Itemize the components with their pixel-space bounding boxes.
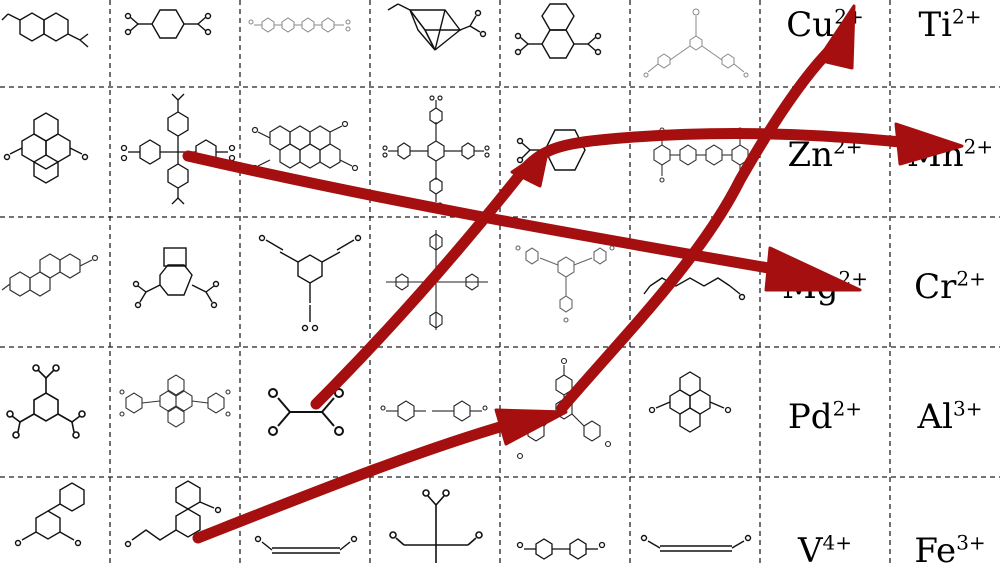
terephthalate-icon <box>124 9 212 39</box>
metal-symbol: Al <box>917 397 953 437</box>
metal-symbol: Pd <box>787 397 833 437</box>
metal-label-cr: Cr2+ <box>885 266 1000 307</box>
metal-label-al: Al3+ <box>885 396 1000 437</box>
tetrahydronaphthalene-dicarboxylate-icon <box>514 3 602 59</box>
triethynylbenzene-tricarboxylate-icon <box>258 234 362 332</box>
metal-charge: 2+ <box>833 134 863 159</box>
metal-symbol: Ti <box>918 5 953 45</box>
metal-charge: 2+ <box>832 396 863 421</box>
phenyl-biphenyl-dicarboxylate-icon <box>14 482 85 547</box>
metal-charge: 2+ <box>838 266 869 291</box>
metal-symbol: Cr <box>914 267 957 307</box>
benzocyclobutene-dicarboxylate-icon <box>132 247 220 309</box>
metal-charge: 3+ <box>952 396 983 421</box>
metal-symbol: Mn <box>906 135 964 175</box>
cubane-dicarboxylate-icon <box>387 3 487 51</box>
triaryl-tricarboxylate-icon <box>643 8 749 78</box>
metal-label-mn: Mn2+ <box>885 134 1000 175</box>
triphenylbenzene-tricarboxylate-icon <box>516 357 612 460</box>
tetra-alkynyl-tetracarboxylate-icon <box>382 95 490 208</box>
metal-symbol: Mg <box>781 267 839 307</box>
naphthalene-dicarboxylate-icon <box>1 12 89 48</box>
oxalate-icon <box>268 388 344 436</box>
metal-charge: 2+ <box>834 4 864 29</box>
metal-label-cu: Cu2+ <box>760 4 890 45</box>
metal-symbol: Cu <box>786 5 835 45</box>
muconate-icon <box>643 277 746 301</box>
metal-charge: 2+ <box>956 266 986 291</box>
metal-symbol: Fe <box>914 531 957 571</box>
metal-symbol: V <box>797 531 823 571</box>
trimesate-icon <box>6 364 86 439</box>
metal-charge: 2+ <box>952 4 982 29</box>
metal-label-ti: Ti2+ <box>885 4 1000 45</box>
metal-label-v: V4+ <box>760 530 890 571</box>
metal-label-zn: Zn2+ <box>760 134 890 175</box>
metal-label-fe: Fe3+ <box>885 530 1000 571</box>
azobenzene-dicarboxylate-icon <box>380 400 488 422</box>
methanetetracarboxylate-icon <box>389 489 483 563</box>
biphenyl-dicarboxylate-icon <box>516 538 606 560</box>
chrysene-dicarboxylate-icon <box>1 253 99 297</box>
metal-symbol: Zn <box>787 135 834 175</box>
metal-label-mg: Mg2+ <box>760 266 890 307</box>
anthracene-dicarboxylate-icon <box>3 112 89 184</box>
pyrene-dicarboxylate-icon <box>648 371 732 433</box>
butynedioate-icon <box>254 535 358 554</box>
terphenyl-tetracarboxylate-icon <box>653 127 749 183</box>
quaterphenyl-dicarboxylate-icon <box>248 17 351 33</box>
hexadiynedioate-icon <box>640 534 752 552</box>
metal-charge: 3+ <box>956 530 986 555</box>
naphthyl-acrylate-icon <box>124 480 222 548</box>
tetra-alkynyl-tetracarboxylate-2-icon <box>386 230 488 330</box>
metal-charge: 4+ <box>822 530 853 555</box>
coronene-tetracarboxylate-icon <box>251 120 359 172</box>
triethynyl-tricarboxylate-icon <box>515 245 615 323</box>
cyclohexyl-dicarboxylate-icon <box>516 129 586 171</box>
anthracene-tetracarboxylate-icon <box>119 374 231 428</box>
metal-charge: 2+ <box>963 134 994 159</box>
metal-label-pd: Pd2+ <box>760 396 890 437</box>
tetraphenylmethane-tetracarboxylate-icon <box>120 93 236 205</box>
